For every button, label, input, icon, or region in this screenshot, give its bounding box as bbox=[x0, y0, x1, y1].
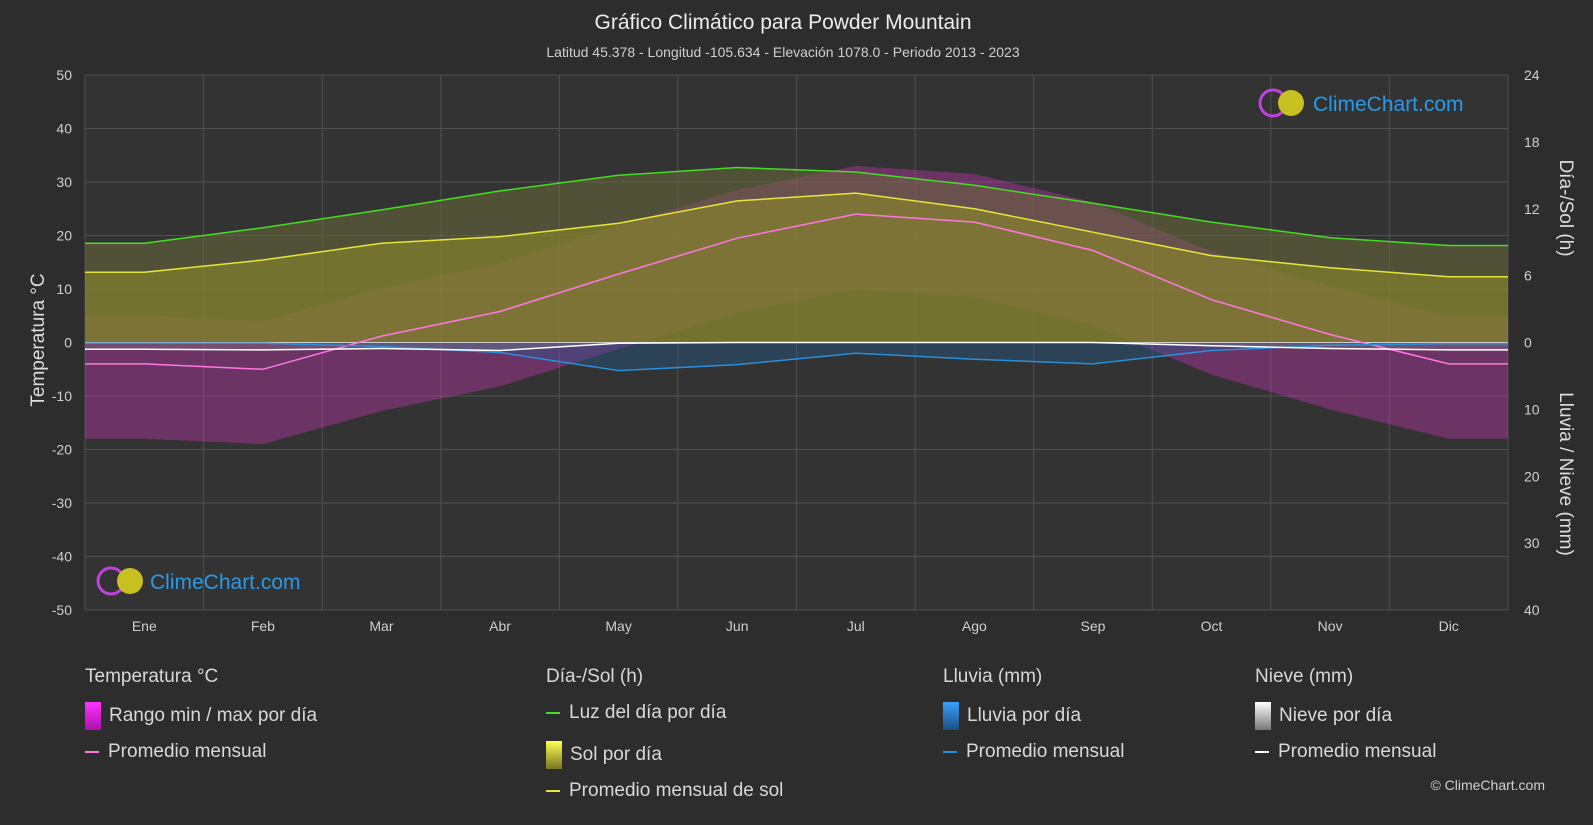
left-tick-label: -40 bbox=[52, 549, 72, 565]
sunshine-avg-line bbox=[85, 192, 1508, 278]
rain-avg-swatch bbox=[943, 751, 957, 753]
month-label-oct: Oct bbox=[1201, 618, 1223, 634]
left-tick-label: 50 bbox=[56, 67, 72, 83]
month-label-dic: Dic bbox=[1439, 618, 1459, 634]
fill-areas bbox=[85, 165, 1508, 445]
copyright: © ClimeChart.com bbox=[1430, 777, 1545, 793]
right-bottom-tick-label: 40 bbox=[1524, 602, 1540, 618]
left-tick-label: -10 bbox=[52, 388, 72, 404]
chart-subtitle: Latitud 45.378 - Longitud -105.634 - Ele… bbox=[546, 44, 1019, 60]
logo-sun-icon bbox=[117, 568, 143, 594]
month-label-ene: Ene bbox=[132, 618, 157, 634]
left-tick-label: 20 bbox=[56, 228, 72, 244]
daylight-swatch bbox=[546, 712, 560, 714]
right-bottom-tick-label: 10 bbox=[1524, 401, 1540, 417]
legend-sun-title: Día-/Sol (h) bbox=[546, 666, 644, 687]
month-label-feb: Feb bbox=[251, 618, 275, 634]
month-label-abr: Abr bbox=[489, 618, 511, 634]
legend-rain-avg-label: Promedio mensual bbox=[966, 741, 1125, 762]
temp-avg-line bbox=[85, 213, 1508, 371]
month-label-jun: Jun bbox=[726, 618, 749, 634]
left-tick-label: -20 bbox=[52, 442, 72, 458]
legend-snow-avg: Promedio mensual bbox=[1255, 741, 1436, 763]
legend-temp-avg-label: Promedio mensual bbox=[108, 741, 267, 762]
legend-rain-avg: Promedio mensual bbox=[943, 741, 1124, 763]
logo-sun-icon bbox=[1278, 90, 1304, 116]
month-label-nov: Nov bbox=[1318, 618, 1343, 634]
legend-snow-daily-label: Nieve por día bbox=[1279, 705, 1393, 726]
legend-snow-avg-label: Promedio mensual bbox=[1278, 741, 1437, 762]
month-label-sep: Sep bbox=[1080, 618, 1105, 634]
left-tick-label: 0 bbox=[64, 335, 72, 351]
left-axis-label: Temperatura °C bbox=[28, 273, 49, 406]
sun-swatch bbox=[546, 741, 562, 769]
legend-temp-range: Rango min / max por día bbox=[85, 702, 317, 730]
legend-daylight: Luz del día por día bbox=[546, 702, 726, 724]
rain-area bbox=[85, 342, 1508, 371]
snow-avg-line bbox=[85, 341, 1508, 352]
legend-sun-avg: Promedio mensual de sol bbox=[546, 780, 783, 802]
snow-area bbox=[85, 342, 1508, 351]
series-lines bbox=[85, 166, 1508, 372]
legend-sun-label: Sol por día bbox=[570, 744, 662, 765]
legend-snow-title: Nieve (mm) bbox=[1255, 666, 1354, 687]
left-tick-label: 10 bbox=[56, 281, 72, 297]
legend-rain-daily: Lluvia por día bbox=[943, 702, 1081, 730]
left-tick-label: -30 bbox=[52, 495, 72, 511]
month-label-jul: Jul bbox=[847, 618, 865, 634]
logo-top: ClimeChart.com bbox=[1258, 88, 1464, 118]
temp-avg-swatch bbox=[85, 751, 99, 753]
right-top-tick-label: 18 bbox=[1524, 134, 1540, 150]
temp-range-swatch bbox=[85, 702, 101, 730]
legend-temp-title: Temperatura °C bbox=[85, 666, 219, 687]
logo-bottom: ClimeChart.com bbox=[96, 566, 301, 596]
legend-snow-daily: Nieve por día bbox=[1255, 702, 1392, 730]
logo-text-bottom: ClimeChart.com bbox=[150, 571, 301, 594]
left-tick-label: -50 bbox=[52, 602, 72, 618]
logo-text-top: ClimeChart.com bbox=[1313, 93, 1464, 116]
right-bottom-tick-label: 30 bbox=[1524, 535, 1540, 551]
left-tick-label: 30 bbox=[56, 174, 72, 190]
month-label-ago: Ago bbox=[962, 618, 987, 634]
month-label-may: May bbox=[605, 618, 631, 634]
chart-title: Gráfico Climático para Powder Mountain bbox=[595, 11, 972, 34]
legend-temp-range-label: Rango min / max por día bbox=[109, 705, 318, 726]
daylight-line bbox=[85, 166, 1508, 247]
right-bottom-tick-label: 20 bbox=[1524, 468, 1540, 484]
legend-sun-avg-label: Promedio mensual de sol bbox=[569, 780, 784, 801]
rain-swatch bbox=[943, 702, 959, 730]
legend-rain-title: Lluvia (mm) bbox=[943, 666, 1043, 687]
right-axis-label-bottom: Lluvia / Nieve (mm) bbox=[1555, 392, 1576, 556]
legend-rain-daily-label: Lluvia por día bbox=[967, 705, 1082, 726]
right-axis-label-top: Día-/Sol (h) bbox=[1555, 159, 1576, 256]
left-tick-label: 40 bbox=[56, 121, 72, 137]
month-label-mar: Mar bbox=[369, 618, 393, 634]
rain-avg-line bbox=[85, 342, 1508, 372]
sun-avg-swatch bbox=[546, 790, 560, 792]
snow-swatch bbox=[1255, 702, 1271, 730]
sunshine-area bbox=[85, 193, 1508, 343]
right-top-tick-label: 12 bbox=[1524, 201, 1540, 217]
legend-sun: Sol por día bbox=[546, 741, 662, 769]
legend-daylight-label: Luz del día por día bbox=[569, 702, 727, 723]
snow-avg-swatch bbox=[1255, 751, 1269, 753]
legend-temp-avg: Promedio mensual bbox=[85, 741, 266, 763]
right-top-tick-label: 24 bbox=[1524, 67, 1540, 83]
right-top-tick-label: 0 bbox=[1524, 335, 1532, 351]
right-top-tick-label: 6 bbox=[1524, 268, 1532, 284]
axis-ticks: 50 40 30 20 10 0 -10 -20 -30 -40 -50 24 18 12 6 0 10 20 30… bbox=[52, 67, 1540, 634]
